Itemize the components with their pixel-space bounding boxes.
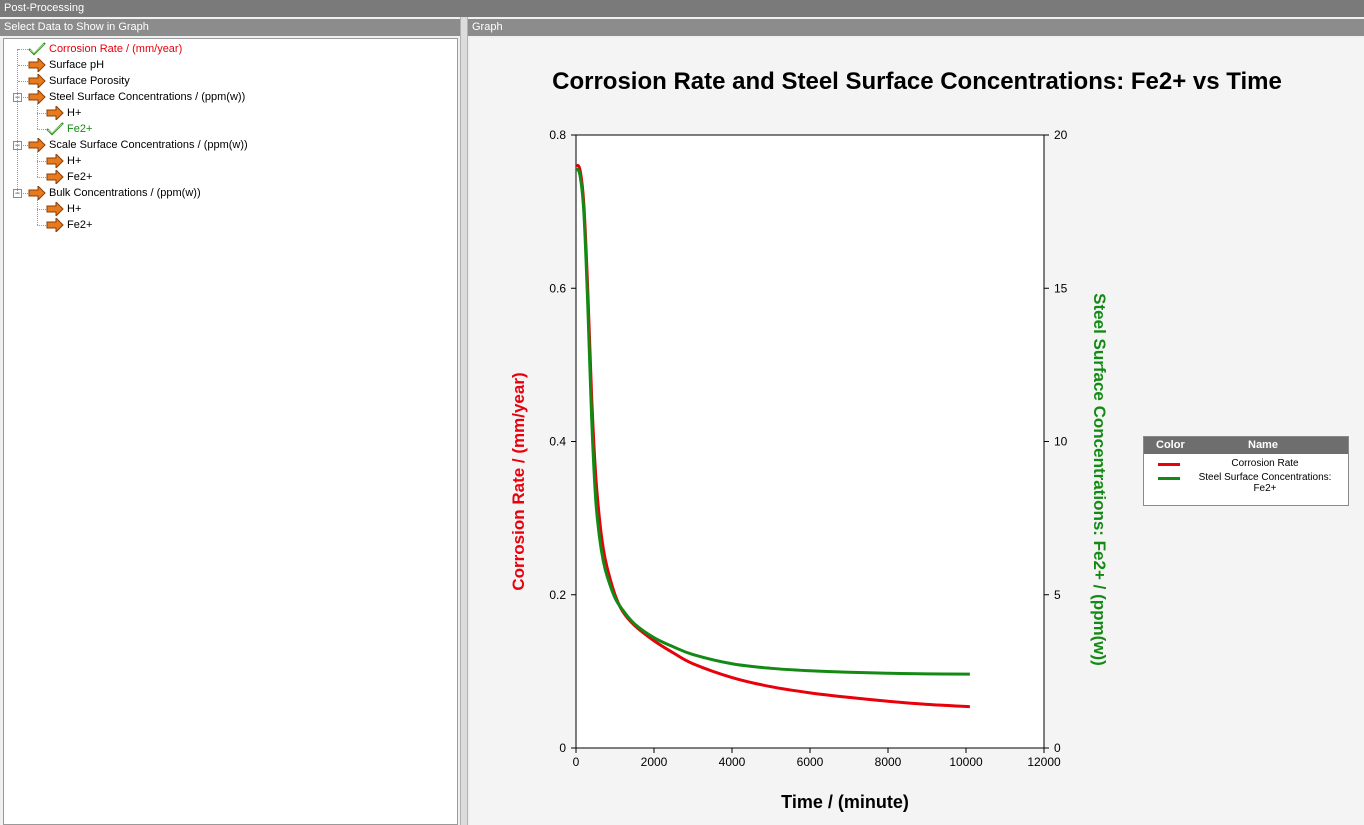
arrow-right-icon (46, 168, 64, 186)
arrow-right-icon (46, 104, 64, 122)
y2-tick-label: 10 (1054, 435, 1068, 449)
tree-connector (37, 209, 46, 210)
graph-panel: Corrosion Rate and Steel Surface Concent… (470, 38, 1364, 825)
tree-connector (37, 177, 46, 178)
tree-item[interactable]: H+ (46, 104, 82, 122)
pane-splitter[interactable] (460, 17, 468, 825)
tree-item[interactable]: Corrosion Rate / (mm/year) (28, 41, 182, 57)
tree-connector (18, 81, 28, 82)
x-tick-label: 10000 (949, 755, 983, 769)
tree-connector (37, 151, 38, 177)
tree-connector (17, 49, 18, 193)
arrow-right-icon (28, 72, 46, 90)
tree-item[interactable]: Scale Surface Concentrations / (ppm(w)) (28, 136, 248, 154)
x-tick-label: 12000 (1027, 755, 1061, 769)
arrow-right-icon (28, 56, 46, 74)
tree-item[interactable]: H+ (46, 200, 82, 218)
y-tick-label: 0.6 (549, 281, 566, 295)
chart-legend: Color Name Corrosion Rate Steel Surface … (1143, 436, 1349, 506)
legend-item: Steel Surface Concentrations: Fe2+ (1144, 471, 1348, 497)
graph-pane-header: Graph (468, 19, 1364, 36)
y2-tick-label: 20 (1054, 128, 1068, 142)
tree-connector (37, 103, 38, 129)
arrow-right-icon (46, 152, 64, 170)
legend-item: Corrosion Rate (1144, 457, 1348, 471)
tree-item-label: Bulk Concentrations / (ppm(w)) (49, 187, 201, 199)
legend-swatch (1158, 463, 1180, 466)
left-pane-header: Select Data to Show in Graph (0, 19, 460, 36)
arrow-right-icon (28, 136, 46, 154)
tree-item-label: Fe2+ (67, 219, 93, 231)
legend-name-header: Name (1248, 439, 1278, 451)
tree-connector (18, 65, 28, 66)
arrow-right-icon (46, 200, 64, 218)
arrow-right-icon (28, 184, 46, 202)
x-tick-label: 0 (573, 755, 580, 769)
arrow-right-icon (46, 216, 64, 234)
x-tick-label: 2000 (641, 755, 668, 769)
tree-connector (18, 49, 28, 50)
y2-axis-label: Steel Surface Concentrations: Fe2+ / (pp… (1090, 293, 1109, 666)
window-title: Post-Processing (0, 0, 1364, 17)
legend-label: Steel Surface Concentrations: Fe2+ (1198, 472, 1332, 494)
tree-item-label: Fe2+ (67, 171, 93, 183)
legend-label: Corrosion Rate (1231, 458, 1299, 469)
y-tick-label: 0.4 (549, 435, 566, 449)
checkmark-icon (46, 122, 64, 136)
tree-item[interactable]: Surface pH (28, 56, 105, 74)
y2-tick-label: 5 (1054, 588, 1061, 602)
tree-item[interactable]: Steel Surface Concentrations / (ppm(w)) (28, 88, 246, 106)
tree-item[interactable]: Fe2+ (46, 216, 93, 234)
legend-header: Color Name (1144, 437, 1348, 454)
y-axis-label: Corrosion Rate / (mm/year) (509, 372, 528, 590)
tree-item[interactable]: Fe2+ (46, 121, 92, 137)
tree-item[interactable]: Fe2+ (46, 168, 93, 186)
tree-item-label: Steel Surface Concentrations / (ppm(w)) (49, 91, 246, 103)
y-tick-label: 0.8 (549, 128, 566, 142)
y2-tick-label: 15 (1054, 281, 1068, 295)
checkmark-icon (28, 42, 46, 56)
tree-item-label: Corrosion Rate / (mm/year) (49, 43, 183, 55)
tree-connector (37, 161, 46, 162)
tree-connector (37, 225, 46, 226)
x-tick-label: 4000 (719, 755, 746, 769)
tree-item[interactable]: Bulk Concentrations / (ppm(w)) (28, 184, 201, 202)
tree-connector (18, 193, 28, 194)
tree-item-label: H+ (67, 203, 82, 215)
x-tick-label: 8000 (875, 755, 902, 769)
tree-connector (37, 199, 38, 225)
tree-item[interactable]: Surface Porosity (28, 72, 130, 90)
tree-item-label: Fe2+ (67, 123, 93, 135)
tree-item-label: Surface Porosity (49, 75, 130, 87)
tree-connector (37, 129, 46, 130)
legend-color-header: Color (1156, 439, 1185, 451)
y-tick-label: 0 (559, 741, 566, 755)
tree-connector (18, 145, 28, 146)
tree-connector (18, 97, 28, 98)
tree-item[interactable]: H+ (46, 152, 82, 170)
plot-area (575, 134, 1045, 749)
tree-connector (37, 113, 46, 114)
tree-item-label: H+ (67, 107, 82, 119)
tree-item-label: Scale Surface Concentrations / (ppm(w)) (49, 139, 248, 151)
x-tick-label: 6000 (797, 755, 824, 769)
line-chart: 0 2000 4000 6000 8000 10000 1200000.20.40.60.8… (509, 128, 1109, 812)
data-tree[interactable]: Corrosion Rate / (mm/year) Surface pH Surf… (3, 38, 458, 825)
chart-title: Corrosion Rate and Steel Surface Concent… (552, 68, 1282, 95)
arrow-right-icon (28, 88, 46, 106)
y-tick-label: 0.2 (549, 588, 566, 602)
x-axis-label: Time / (minute) (781, 792, 909, 812)
tree-item-label: H+ (67, 155, 82, 167)
legend-swatch (1158, 477, 1180, 480)
series-line-fe2 (574, 167, 970, 676)
tree-item-label: Surface pH (49, 59, 105, 71)
y2-tick-label: 0 (1054, 741, 1061, 755)
